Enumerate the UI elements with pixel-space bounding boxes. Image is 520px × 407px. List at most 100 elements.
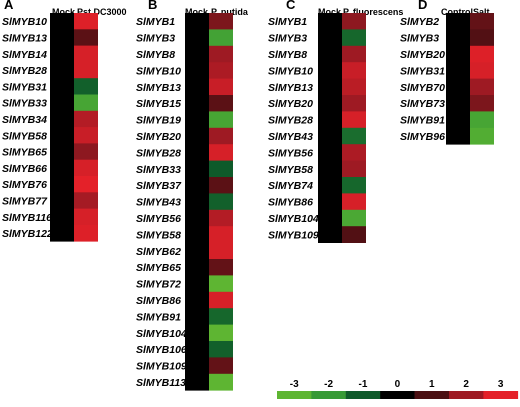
heatmap-cell bbox=[209, 95, 233, 112]
gene-label: SlMYB66 bbox=[2, 163, 47, 175]
heatmap-cell bbox=[50, 29, 74, 46]
gene-label: SlMYB113 bbox=[136, 377, 186, 389]
color-scale-label: -3 bbox=[290, 379, 299, 390]
heatmap-cell bbox=[50, 110, 74, 128]
heatmap-cell bbox=[74, 110, 98, 128]
heatmap-cell bbox=[209, 177, 233, 194]
column-header: P. fluorescens bbox=[343, 7, 403, 17]
column-header: Mock bbox=[318, 7, 342, 17]
gene-label: SlMYB33 bbox=[2, 98, 47, 110]
panel-letter-c: C bbox=[286, 0, 296, 12]
gene-label: SlMYB28 bbox=[136, 147, 181, 159]
heatmap-cell bbox=[185, 226, 209, 243]
heatmap-cell bbox=[185, 160, 209, 178]
heatmap-cell bbox=[50, 94, 74, 112]
heatmap-cell bbox=[185, 209, 209, 227]
gene-label: SlMYB8 bbox=[136, 49, 175, 61]
heatmap-cell bbox=[50, 208, 74, 226]
gene-label: SlMYB1 bbox=[268, 16, 307, 28]
heatmap-cell bbox=[209, 78, 233, 96]
gene-label: SlMYB8 bbox=[268, 49, 307, 61]
heatmap-cell bbox=[342, 62, 366, 79]
heatmap-cell bbox=[50, 143, 74, 161]
heatmap-cell bbox=[318, 95, 342, 112]
heatmap-cell bbox=[185, 291, 209, 309]
gene-label: SlMYB122 bbox=[2, 228, 53, 240]
gene-label: SlMYB65 bbox=[2, 147, 47, 159]
heatmap-cell bbox=[185, 324, 209, 342]
heatmap-cell bbox=[50, 192, 74, 209]
gene-label: SlMYB72 bbox=[136, 279, 181, 291]
gene-label: SlMYB106 bbox=[136, 344, 187, 356]
heatmap-cell bbox=[209, 62, 233, 79]
heatmap-cell bbox=[185, 193, 209, 211]
heatmap-cell bbox=[185, 275, 209, 293]
heatmap-cell bbox=[185, 242, 209, 260]
gene-label: SlMYB43 bbox=[136, 197, 181, 209]
panel-letter-b: B bbox=[148, 0, 157, 12]
heatmap-cell bbox=[209, 373, 233, 391]
heatmap-cell bbox=[209, 308, 233, 325]
heatmap-cell bbox=[342, 45, 366, 63]
heatmap-cell bbox=[185, 177, 209, 194]
heatmap-cell bbox=[446, 111, 470, 129]
heatmap-cell bbox=[318, 13, 342, 30]
heatmap-cell bbox=[74, 45, 98, 63]
gene-label: SlMYB58 bbox=[268, 164, 313, 176]
heatmap-cell bbox=[50, 13, 74, 30]
heatmap-cell bbox=[209, 144, 233, 161]
color-scale-label: -2 bbox=[324, 379, 333, 390]
heatmap-cell bbox=[446, 78, 470, 96]
gene-label: SlMYB10 bbox=[268, 65, 313, 77]
heatmap-cell bbox=[342, 177, 366, 194]
heatmap-cell bbox=[74, 143, 98, 161]
heatmap-cell bbox=[74, 127, 98, 144]
gene-label: SlMYB19 bbox=[136, 115, 181, 127]
gene-label: SlMYB13 bbox=[136, 82, 181, 94]
heatmap-cell bbox=[50, 78, 74, 95]
column-header: Control bbox=[441, 7, 473, 17]
gene-label: SlMYB104 bbox=[268, 213, 319, 225]
heatmap-cell bbox=[50, 61, 74, 79]
gene-label: SlMYB3 bbox=[400, 33, 439, 45]
heatmap-cell bbox=[209, 275, 233, 293]
gene-label: SlMYB10 bbox=[136, 65, 181, 77]
heatmap-cell bbox=[318, 160, 342, 178]
heatmap-cell bbox=[446, 45, 470, 63]
heatmap-cell bbox=[470, 111, 494, 129]
gene-label: SlMYB104 bbox=[136, 328, 187, 340]
heatmap-cell bbox=[209, 160, 233, 178]
heatmap-cell bbox=[318, 226, 342, 243]
heatmap-cell bbox=[185, 78, 209, 96]
heatmap-cell bbox=[342, 160, 366, 178]
color-scale-label: 0 bbox=[395, 379, 401, 390]
heatmap-cell bbox=[446, 62, 470, 79]
heatmap-cell bbox=[318, 209, 342, 227]
heatmap-cell bbox=[318, 177, 342, 194]
gene-label: SlMYB34 bbox=[2, 114, 47, 126]
heatmap-cell bbox=[50, 224, 74, 242]
heatmap-cell bbox=[74, 94, 98, 112]
gene-label: SlMYB62 bbox=[136, 246, 181, 258]
heatmap-cell bbox=[470, 45, 494, 63]
heatmap-cell bbox=[209, 127, 233, 145]
heatmap-cell bbox=[318, 45, 342, 63]
panel-letter-a: A bbox=[4, 0, 14, 12]
gene-label: SlMYB73 bbox=[400, 98, 445, 110]
gene-label: SlMYB33 bbox=[136, 164, 181, 176]
heatmap-cell bbox=[185, 13, 209, 30]
color-scale-label: -1 bbox=[359, 379, 368, 390]
heatmap-cell bbox=[209, 111, 233, 129]
heatmap-cell bbox=[50, 159, 74, 177]
heatmap-cell bbox=[185, 95, 209, 112]
heatmap-cell bbox=[470, 127, 494, 145]
heatmap-cell bbox=[342, 226, 366, 243]
gene-label: SlMYB56 bbox=[136, 213, 181, 225]
gene-label: SlMYB56 bbox=[268, 147, 313, 159]
heatmap-cell bbox=[209, 242, 233, 260]
heatmap-cell bbox=[185, 45, 209, 63]
panel-letter-d: D bbox=[418, 0, 427, 12]
gene-label: SlMYB58 bbox=[136, 229, 181, 241]
heatmap-cell bbox=[209, 357, 233, 375]
gene-label: SlMYB2 bbox=[400, 16, 439, 28]
